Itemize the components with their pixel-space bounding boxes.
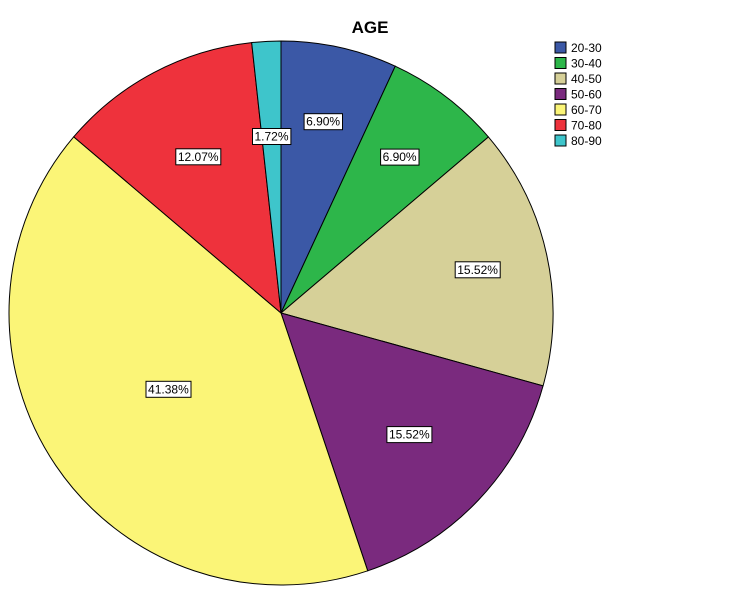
data-label-60-70: 41.38% [145,380,192,398]
legend-swatch [554,119,567,131]
legend-item-20-30: 20-30 [554,41,602,55]
svg-text:41.38%: 41.38% [148,382,189,396]
legend-swatch [554,103,567,116]
legend-item-30-40: 30-40 [554,57,602,71]
svg-text:6.90%: 6.90% [306,115,340,129]
pie-slice-60-70 [8,136,369,586]
legend-item-40-50: 40-50 [554,72,602,86]
pie-slice-30-40 [280,65,490,314]
data-label-20-30: 6.90% [303,113,344,131]
svg-text:1.72%: 1.72% [254,130,288,144]
svg-text:6.90%: 6.90% [383,150,417,164]
data-label-50-60: 15.52% [386,426,433,444]
legend-item-50-60: 50-60 [554,88,602,102]
legend-label: 80-90 [571,134,602,148]
legend-swatch [554,41,567,54]
data-label-80-90: 1.72% [252,128,292,145]
pie-slice-40-50 [279,136,554,387]
chart-title: AGE [352,18,389,37]
data-label-30-40: 6.90% [380,148,420,166]
legend-item-60-70: 60-70 [554,103,602,117]
legend-label: 70-80 [571,119,602,133]
legend-label: 60-70 [571,103,602,117]
pie-slice-20-30 [280,40,396,314]
data-label-40-50: 15.52% [454,261,501,279]
legend-item-70-80: 70-80 [554,119,602,133]
pie-slice-80-90 [251,40,282,314]
data-label-70-80: 12.07% [175,148,222,166]
legend-swatch [554,134,567,147]
legend-label: 30-40 [571,57,602,71]
legend-item-80-90: 80-90 [554,134,602,148]
svg-text:15.52%: 15.52% [457,263,498,277]
pie-slice-70-80 [73,42,282,315]
svg-text:12.07%: 12.07% [178,150,219,164]
svg-text:15.52%: 15.52% [389,428,430,442]
legend-label: 40-50 [571,72,602,86]
legend-swatch [554,88,567,100]
legend-swatch [554,57,567,69]
legend-swatch [554,72,567,85]
legend-label: 50-60 [571,88,602,102]
legend-label: 20-30 [571,41,602,55]
